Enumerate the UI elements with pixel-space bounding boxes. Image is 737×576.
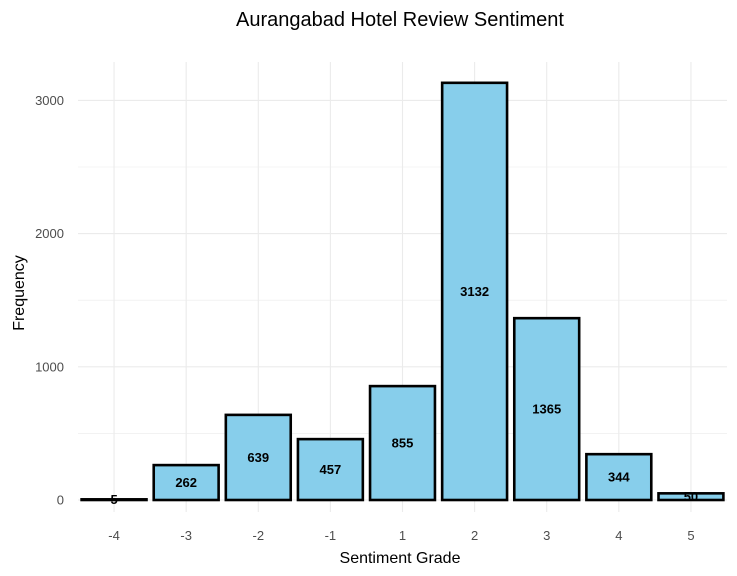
data-label-1: 855 xyxy=(392,436,414,451)
data-label-5: 50 xyxy=(684,489,698,504)
data-label-2: 3132 xyxy=(460,284,489,299)
bar--2 xyxy=(224,413,293,502)
data-label-3: 1365 xyxy=(532,402,561,417)
x-tick-label: -4 xyxy=(108,528,120,543)
bar--3 xyxy=(152,463,220,502)
bar-3 xyxy=(512,316,581,502)
chart-title: Aurangabad Hotel Review Sentiment xyxy=(236,9,564,31)
y-axis-ticks: 0 1000 2000 3000 xyxy=(35,93,64,508)
bar-5 xyxy=(657,492,725,502)
y-tick-label: 0 xyxy=(57,493,64,508)
x-tick-label: -1 xyxy=(325,528,337,543)
x-axis-ticks: -4 -3 -2 -1 1 2 3 4 5 xyxy=(108,528,694,543)
data-label--3: 262 xyxy=(175,475,197,490)
x-tick-label: -2 xyxy=(252,528,264,543)
x-tick-label: 3 xyxy=(543,528,550,543)
x-axis-title: Sentiment Grade xyxy=(340,550,461,567)
x-tick-label: 1 xyxy=(399,528,406,543)
x-tick-label: 5 xyxy=(687,528,694,543)
bar-1 xyxy=(368,384,437,502)
bar-4 xyxy=(585,452,653,502)
bar--1 xyxy=(296,437,365,502)
data-label--1: 457 xyxy=(320,462,342,477)
y-axis-title: Frequency xyxy=(11,255,28,331)
y-tick-label: 3000 xyxy=(35,93,64,108)
y-tick-label: 2000 xyxy=(35,226,64,241)
data-label--2: 639 xyxy=(247,450,269,465)
x-tick-label: 4 xyxy=(615,528,622,543)
bars xyxy=(80,81,725,502)
data-labels: 5 262 639 457 855 3132 1365 344 50 xyxy=(110,284,698,507)
x-tick-label: 2 xyxy=(471,528,478,543)
data-label--4: 5 xyxy=(110,492,117,507)
y-tick-label: 1000 xyxy=(35,359,64,374)
x-tick-label: -3 xyxy=(180,528,192,543)
bar-2 xyxy=(440,81,509,502)
data-label-4: 344 xyxy=(608,470,630,485)
bar--4 xyxy=(80,498,148,502)
